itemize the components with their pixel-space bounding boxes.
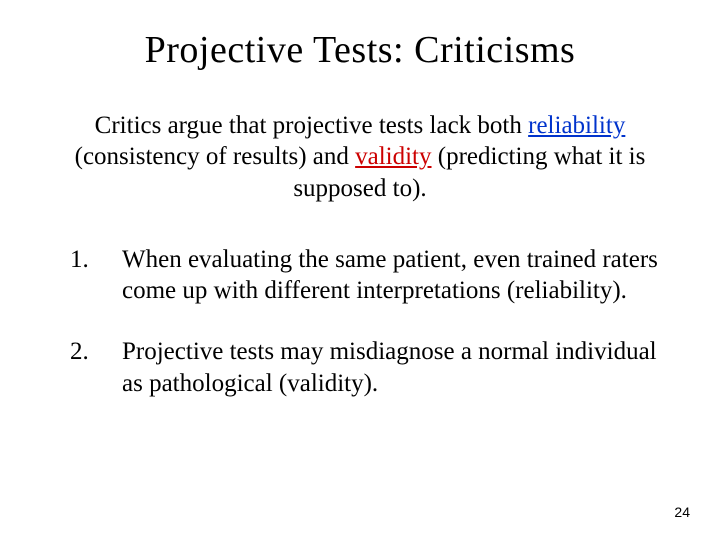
list-item: When evaluating the same patient, even t… — [70, 244, 670, 307]
slide-title: Projective Tests: Criticisms — [50, 28, 670, 72]
page-number: 24 — [674, 504, 690, 520]
validity-term: validity — [355, 143, 431, 170]
intro-text-2: (consistency of results) and — [75, 143, 355, 170]
list-item: Projective tests may misdiagnose a norma… — [70, 336, 670, 399]
slide: Projective Tests: Criticisms Critics arg… — [0, 0, 720, 540]
intro-text-1: Critics argue that projective tests lack… — [95, 112, 528, 139]
intro-paragraph: Critics argue that projective tests lack… — [70, 110, 650, 204]
criticism-list: When evaluating the same patient, even t… — [50, 244, 670, 399]
reliability-term: reliability — [528, 112, 625, 139]
